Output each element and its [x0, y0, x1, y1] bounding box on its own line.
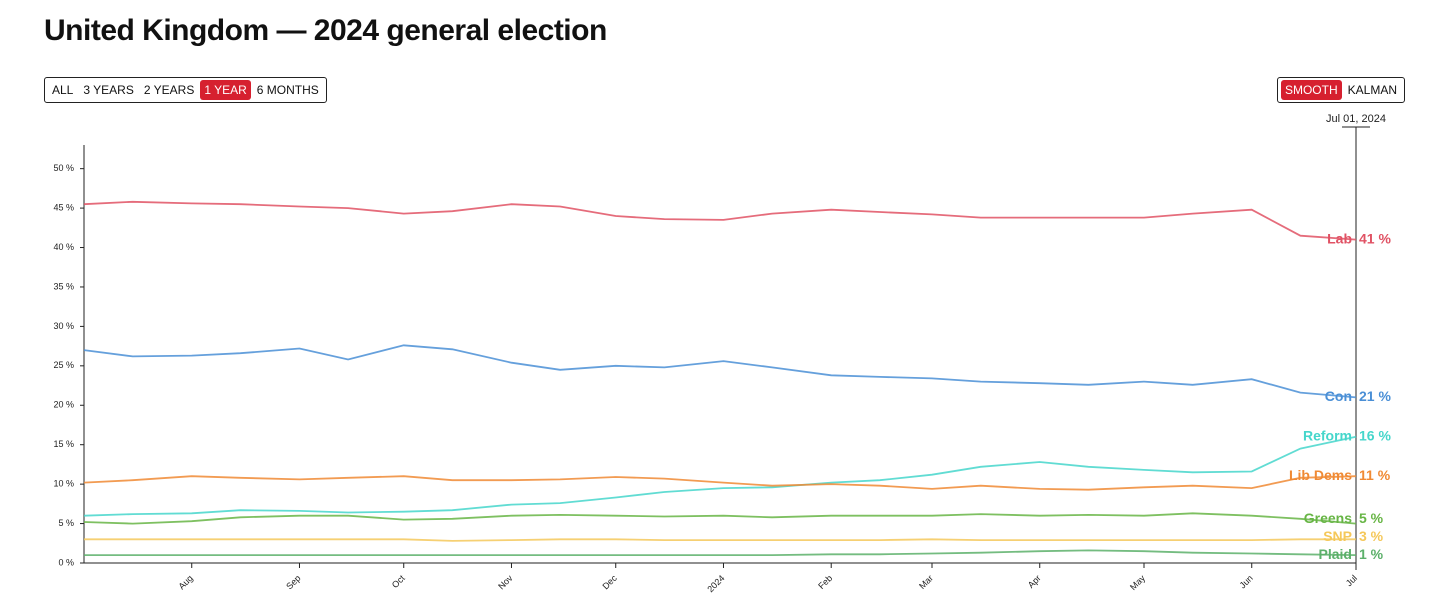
range-button[interactable]: 1 YEAR — [200, 80, 251, 100]
trend-line — [83, 475, 1357, 491]
trend-line — [84, 549, 1357, 556]
cursor-label: Jul 01, 2024 — [1326, 113, 1386, 125]
range-button[interactable]: ALL — [52, 83, 74, 97]
range-selector: ALL 3 YEARS 2 YEARS 1 YEAR 6 MONTHS — [44, 77, 327, 103]
method-button[interactable]: KALMAN — [1347, 83, 1397, 97]
method-selector: SMOOTH KALMAN — [1276, 77, 1405, 103]
x-tick-label: Jun — [1237, 573, 1254, 590]
x-tick-label: Aug — [176, 573, 194, 591]
x-tick-label: Feb — [816, 573, 834, 591]
current-value: 1 % — [1359, 546, 1384, 562]
title: United Kingdom — 2024 general election — [44, 14, 607, 47]
current-value: 41 % — [1359, 230, 1391, 246]
x-tick-label: Sep — [284, 573, 302, 591]
y-tick-label: 45 % — [53, 202, 74, 212]
trend-line — [83, 344, 1357, 399]
series-label: Greens — [1304, 510, 1352, 526]
y-tick-label: 5 % — [58, 518, 74, 528]
range-button[interactable]: 2 YEARS — [143, 83, 195, 97]
series-label: SNP — [1323, 528, 1352, 544]
trend-line — [83, 512, 1357, 525]
series-label: Lib Dems — [1289, 467, 1352, 483]
x-tick-label: May — [1128, 573, 1147, 592]
y-tick-label: 50 % — [53, 163, 74, 173]
current-value: 5 % — [1359, 510, 1384, 526]
y-tick-label: 30 % — [53, 321, 74, 331]
x-tick-label: Apr — [1026, 573, 1043, 590]
method-button[interactable]: SMOOTH — [1280, 80, 1342, 100]
y-tick-label: 10 % — [53, 479, 74, 489]
current-value: 3 % — [1359, 528, 1384, 544]
trend-line — [83, 435, 1357, 517]
x-tick-label: Jul — [1344, 573, 1359, 588]
y-tick-label: 20 % — [53, 400, 74, 410]
series-label: Plaid — [1319, 546, 1352, 562]
range-button[interactable]: 6 MONTHS — [256, 83, 319, 97]
x-tick-label: Oct — [390, 573, 407, 590]
current-value: 21 % — [1359, 388, 1391, 404]
current-value: 16 % — [1359, 428, 1391, 444]
y-tick-label: 35 % — [53, 281, 74, 291]
y-tick-label: 25 % — [53, 360, 74, 370]
x-tick-label: Mar — [917, 573, 935, 591]
x-tick-label: 2024 — [705, 573, 726, 594]
current-value: 11 % — [1359, 467, 1391, 483]
range-button[interactable]: 3 YEARS — [83, 83, 134, 97]
series-label: Lab — [1327, 230, 1352, 246]
y-tick-label: 40 % — [53, 242, 74, 252]
y-tick-label: 15 % — [53, 439, 74, 449]
x-tick-label: Dec — [600, 573, 619, 592]
trend-line — [84, 538, 1356, 542]
trend-line — [83, 200, 1357, 241]
series-label: Con — [1325, 388, 1352, 404]
series-label: Reform — [1303, 428, 1352, 444]
x-tick-label: Nov — [496, 573, 515, 592]
y-tick-label: 0 % — [58, 557, 74, 567]
